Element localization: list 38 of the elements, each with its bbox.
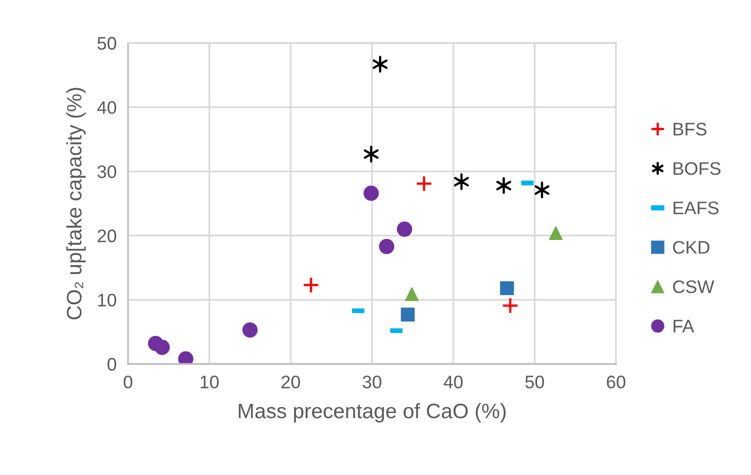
point <box>502 297 519 314</box>
legend-label: FA <box>674 320 694 332</box>
point <box>364 186 379 201</box>
y-tick-label: 40 <box>97 101 116 114</box>
point <box>534 182 550 198</box>
point <box>416 175 432 192</box>
point <box>400 308 415 322</box>
x-tick-label: 0 <box>124 376 132 388</box>
legend-label: BOFS <box>674 162 720 175</box>
x-tick-label: 20 <box>282 376 300 388</box>
point <box>364 146 379 162</box>
x-tick-label: 30 <box>362 376 382 388</box>
point <box>372 56 388 73</box>
point <box>500 281 514 296</box>
point <box>496 177 512 194</box>
point <box>548 226 563 240</box>
y-tick-label: 20 <box>98 230 116 242</box>
legend-label: CSW <box>673 280 714 294</box>
x-tick-label: 10 <box>200 376 219 388</box>
point <box>154 340 170 355</box>
x-tick-label: 50 <box>525 376 544 388</box>
x-tick-label: 60 <box>606 376 626 388</box>
legend-label: CKD <box>673 240 710 254</box>
point <box>242 322 258 338</box>
point <box>404 287 419 301</box>
x-axis-title: Mass precentage of CaO (%) <box>238 403 506 422</box>
x-tick-label: 40 <box>444 376 463 388</box>
legend-label: EAFS <box>674 202 718 214</box>
legend-label: BFS <box>674 122 706 136</box>
y-tick-label: 50 <box>98 36 116 50</box>
y-tick-label: 30 <box>97 165 116 178</box>
y-axis-title: CO₂ up[take capacity (%) <box>66 88 86 320</box>
point <box>302 276 320 294</box>
point <box>454 173 469 190</box>
y-tick-label: 10 <box>98 294 116 307</box>
point <box>396 222 412 237</box>
y-tick-label: 0 <box>108 358 116 371</box>
point <box>379 238 394 254</box>
